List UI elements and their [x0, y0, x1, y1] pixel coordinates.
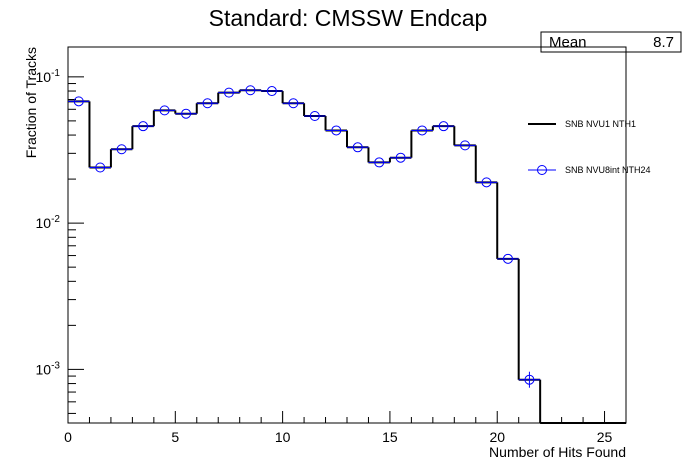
data-point-marker — [202, 98, 213, 109]
chart-title: Standard: CMSSW Endcap — [209, 5, 488, 31]
data-point-marker — [73, 96, 84, 107]
x-tick-label: 10 — [275, 429, 291, 445]
x-axis-label: Number of Hits Found — [489, 444, 626, 460]
data-point-marker — [524, 374, 535, 385]
y-tick-label: 10-1 — [36, 68, 61, 85]
stats-box: Mean 8.7 — [540, 31, 682, 53]
x-tick-label: 25 — [597, 429, 613, 445]
stats-mean-label: Mean — [549, 34, 587, 51]
data-point-marker — [245, 85, 256, 96]
data-point-marker — [223, 87, 234, 98]
data-point-marker — [481, 177, 492, 188]
legend-label: SNB NVU1 NTH1 — [565, 119, 636, 129]
y-tick-label: 10-2 — [36, 214, 61, 231]
data-point-marker — [352, 142, 363, 153]
data-point-marker — [331, 125, 342, 136]
x-tick-label: 15 — [382, 429, 398, 445]
x-tick-label: 0 — [64, 429, 72, 445]
axis-ticks — [67, 76, 627, 423]
plot-frame — [67, 46, 627, 424]
stats-mean-value: 8.7 — [653, 34, 674, 51]
data-point-marker — [460, 140, 471, 151]
data-point-marker — [159, 105, 170, 116]
data-point-marker — [502, 253, 513, 264]
legend-label: SNB NVU8int NTH24 — [565, 165, 651, 175]
tick-labels: 0 5 10 15 20 25 10-1 10-2 10-3 — [36, 68, 613, 445]
x-tick-label: 5 — [171, 429, 179, 445]
legend-marker-swatch — [537, 165, 547, 175]
data-point-marker — [374, 157, 385, 168]
data-point-marker — [309, 110, 320, 121]
data-point-marker — [417, 125, 428, 136]
data-point-marker — [95, 162, 106, 173]
data-point-marker — [395, 152, 406, 163]
data-point-marker — [266, 86, 277, 97]
y-tick-label: 10-3 — [36, 360, 61, 377]
data-point-marker — [438, 121, 449, 132]
data-point-marker — [288, 98, 299, 109]
data-point-marker — [138, 121, 149, 132]
data-point-marker — [181, 108, 192, 119]
x-tick-label: 20 — [489, 429, 505, 445]
data-point-marker — [116, 144, 127, 155]
legend: SNB NVU1 NTH1 SNB NVU8int NTH24 — [528, 119, 651, 175]
data-marks — [68, 85, 626, 424]
y-axis-label: Fraction of Tracks — [23, 47, 39, 158]
